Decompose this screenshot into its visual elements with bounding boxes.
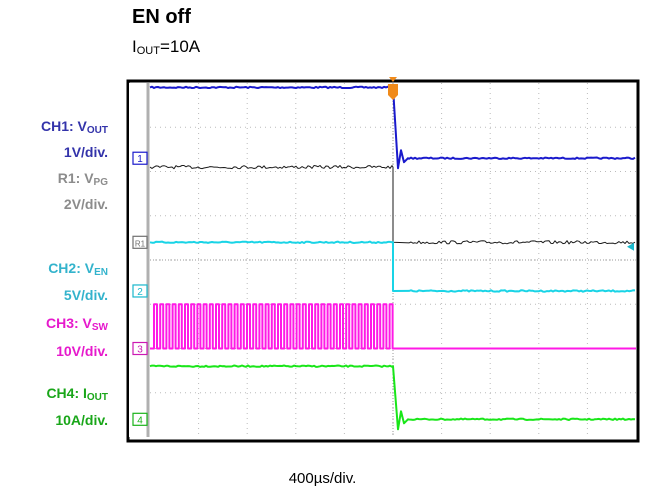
ch3-scale: 10V/div. <box>56 343 108 359</box>
r1-label: R1: VPG <box>58 170 108 188</box>
ch1-label: CH1: VOUT <box>41 118 108 136</box>
trace-2 <box>149 240 636 293</box>
ch3-label-sub: SW <box>91 322 108 333</box>
scope-frame <box>126 79 640 443</box>
subtitle-suffix: =10A <box>159 37 201 56</box>
ch2-scale: 5V/div. <box>63 287 108 303</box>
trigger-level-marker <box>627 242 634 251</box>
marker-gutter <box>129 83 148 437</box>
ch1-label-sub: OUT <box>86 125 108 136</box>
r1-label-sub: PG <box>93 177 108 188</box>
trigger-marker <box>388 84 398 100</box>
r1-scale: 2V/div. <box>63 196 108 212</box>
chart-title: EN off <box>132 6 191 28</box>
trace-3 <box>150 303 636 350</box>
ch1-label-prefix: CH1: V <box>40 118 87 134</box>
ground-marker-label-3: 3 <box>137 345 143 356</box>
ch1-scale: 1V/div. <box>63 144 108 160</box>
chart-subtitle: IOUT=10A <box>132 37 200 57</box>
ground-marker-label-2: 2 <box>137 287 143 298</box>
ground-marker-label-4: 4 <box>137 415 143 426</box>
ch2-label-sub: EN <box>94 267 108 278</box>
ch3-label-prefix: CH3: V <box>45 315 92 331</box>
ch4-label-prefix: CH4: I <box>46 385 87 401</box>
ground-marker-label-1: 1 <box>137 154 143 165</box>
ground-marker-1 <box>132 151 148 165</box>
ground-marker-label-r1: R1 <box>135 239 146 248</box>
r1-label-prefix: R1: V <box>57 170 94 186</box>
ch4-label-sub: OUT <box>86 392 108 403</box>
ground-marker-3 <box>132 341 148 356</box>
ch3-label: CH3: VSW <box>46 315 108 333</box>
ground-marker-2 <box>132 284 148 298</box>
ground-marker-4 <box>132 412 148 426</box>
ch4-label: CH4: IOUT <box>46 385 108 403</box>
trace-4 <box>149 364 636 431</box>
ground-marker-r1 <box>132 235 148 249</box>
subtitle-prefix: I <box>132 37 137 56</box>
trace-r1 <box>149 165 636 245</box>
ch2-label: CH2: VEN <box>48 260 108 278</box>
trigger-arrow <box>389 77 397 82</box>
ch2-label-prefix: CH2: V <box>48 260 95 276</box>
timebase-label: 400µs/div. <box>288 470 357 487</box>
subtitle-subscript: OUT <box>136 45 160 57</box>
ch4-scale: 10A/div. <box>55 412 108 428</box>
